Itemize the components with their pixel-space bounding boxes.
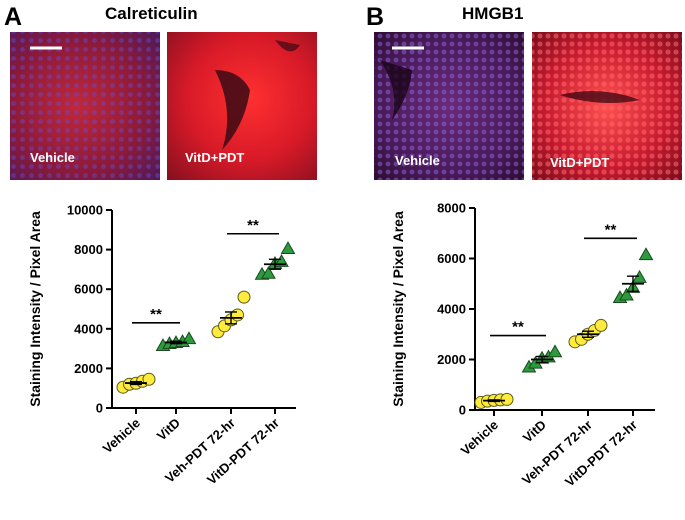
data-point-circle (237, 290, 251, 304)
data-point-triangle (547, 344, 563, 358)
category-label: VitD (154, 415, 183, 443)
y-tick-label: 8000 (437, 201, 466, 216)
significance-label: ** (605, 221, 617, 238)
micrograph-a-vehicle: Vehicle (10, 32, 160, 180)
micrograph-b-vehicle: Vehicle (374, 32, 524, 180)
micrograph-a-vitd-pdt: VitD+PDT (167, 32, 317, 180)
data-point-circle (594, 318, 608, 332)
data-point-triangle (280, 241, 296, 254)
data-point-triangle (261, 265, 276, 279)
micrograph-b-vitd-pdt: VitD+PDT (532, 32, 682, 180)
category-label: VitD (520, 417, 549, 445)
panel-title-b: HMGB1 (462, 4, 523, 23)
image-label-vitd-pdt: VitD+PDT (550, 155, 609, 170)
image-label-vehicle: Vehicle (30, 150, 75, 165)
data-point-triangle (619, 287, 634, 301)
y-tick-label: 0 (96, 401, 103, 416)
y-tick-label: 4000 (437, 302, 466, 317)
category-label: Vehicle (458, 417, 501, 458)
data-point-circle (500, 392, 514, 406)
image-label-vitd-pdt: VitD+PDT (185, 150, 244, 165)
y-tick-label: 2000 (74, 361, 103, 376)
image-label-vehicle: Vehicle (395, 153, 440, 168)
y-tick-label: 4000 (74, 321, 103, 336)
panel-letter-a: A (4, 3, 22, 31)
significance-label: ** (150, 306, 162, 323)
y-tick-label: 6000 (74, 282, 103, 297)
data-point-circle (231, 308, 244, 322)
chart-calreticulin: 0 2000 4000 6000 8000 10000 Staining Intensity… (27, 203, 296, 487)
panel-letter-b: B (366, 3, 384, 31)
y-tick-label: 6000 (437, 251, 466, 266)
chart-hmgb1: 0 2000 4000 6000 8000 Staining Intensity / Pi… (390, 201, 655, 489)
y-axis-title: Staining Intensity / Pixel Area (27, 211, 43, 407)
y-tick-label: 0 (459, 403, 466, 418)
y-tick-label: 10000 (67, 203, 103, 218)
category-label: Vehicle (100, 415, 143, 456)
significance-label: ** (247, 217, 259, 234)
significance-label: ** (512, 319, 524, 336)
data-point-triangle (638, 247, 654, 261)
y-tick-label: 8000 (74, 242, 103, 257)
y-tick-label: 2000 (437, 352, 466, 367)
data-point-triangle (181, 331, 197, 345)
y-axis-title: Staining Intensity / Pixel Area (390, 211, 406, 407)
panel-title-a: Calreticulin (105, 4, 198, 23)
